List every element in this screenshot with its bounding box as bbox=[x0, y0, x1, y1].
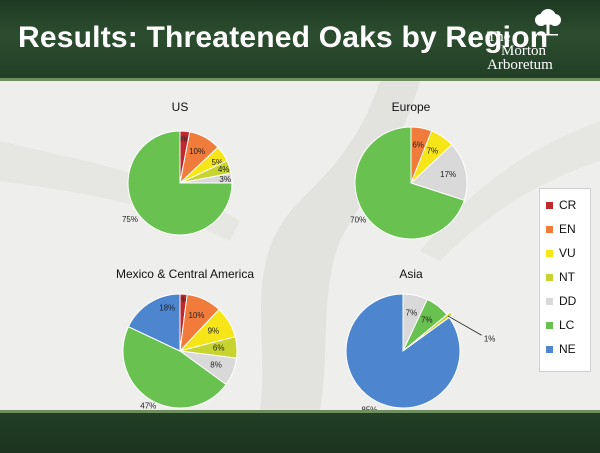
legend-swatch bbox=[546, 297, 553, 305]
legend-item-ne: NE bbox=[546, 341, 576, 357]
slide-title: Results: Threatened Oaks by Region bbox=[18, 21, 549, 54]
legend-label: LC bbox=[559, 318, 575, 332]
logo-text-the: The bbox=[487, 29, 511, 45]
legend-item-dd: DD bbox=[546, 293, 576, 309]
data-label: 7% bbox=[421, 315, 433, 324]
legend-label: CR bbox=[559, 198, 577, 212]
data-label: 2% bbox=[177, 295, 189, 304]
chart-title: Europe bbox=[392, 100, 431, 114]
legend: CR EN VU NT DD LC NE bbox=[539, 188, 591, 372]
legend-label: NE bbox=[559, 342, 576, 356]
legend-item-lc: LC bbox=[546, 317, 574, 333]
logo-text-arboretum: Arboretum bbox=[487, 57, 553, 73]
footer-banner bbox=[0, 410, 600, 453]
pie-chart-2: Mexico & Central America 2% 10% 9% 6% 8% 47% 18… bbox=[116, 267, 254, 410]
legend-item-vu: VU bbox=[546, 245, 576, 261]
data-label: 5% bbox=[211, 158, 223, 167]
logo-wordmark: The Morton Arboretum bbox=[487, 29, 595, 73]
legend-swatch bbox=[546, 225, 553, 233]
legend-label: NT bbox=[559, 270, 575, 284]
pie-chart-1: Europe 6%7% 17% 70% bbox=[350, 100, 468, 240]
data-label: 9% bbox=[208, 326, 220, 335]
data-label: 7% bbox=[406, 308, 418, 317]
pie-chart-0: US3%10%5%4%3%75% bbox=[122, 100, 233, 236]
header-banner: Results: Threatened Oaks by Region The M… bbox=[0, 0, 600, 81]
data-label: 47% bbox=[140, 401, 156, 410]
legend-item-cr: CR bbox=[546, 197, 576, 213]
legend-label: DD bbox=[559, 294, 577, 308]
chart-title: Asia bbox=[399, 267, 423, 281]
data-label: 7% bbox=[427, 147, 439, 156]
data-label: 18% bbox=[159, 303, 175, 312]
legend-swatch bbox=[546, 321, 553, 329]
data-label: 75% bbox=[122, 215, 138, 224]
data-label: 6% bbox=[213, 344, 225, 353]
data-label: 8% bbox=[210, 360, 222, 369]
chart-title: Mexico & Central America bbox=[116, 267, 254, 281]
data-label: 10% bbox=[189, 147, 205, 156]
legend-label: EN bbox=[559, 222, 576, 236]
pie-slice-lc bbox=[127, 130, 233, 236]
chart-title: US bbox=[172, 100, 189, 114]
data-label: 6% bbox=[412, 141, 424, 150]
pie-slice-ne bbox=[345, 293, 461, 409]
pie-slice-ne bbox=[127, 293, 181, 352]
pie-slice-lc bbox=[122, 326, 227, 409]
data-label: 10% bbox=[188, 311, 204, 320]
pie-slice-nt bbox=[405, 311, 453, 349]
legend-swatch bbox=[546, 201, 553, 209]
legend-swatch bbox=[546, 345, 553, 353]
legend-label: VU bbox=[559, 246, 576, 260]
data-label: 3% bbox=[178, 135, 190, 144]
tree-logo-icon bbox=[535, 9, 561, 36]
data-label: 4% bbox=[218, 165, 230, 174]
data-label: 70% bbox=[350, 215, 366, 224]
data-label: 3% bbox=[219, 175, 231, 184]
legend-swatch bbox=[546, 249, 553, 257]
pie-slice-lc bbox=[354, 126, 465, 240]
legend-item-nt: NT bbox=[546, 269, 575, 285]
legend-item-en: EN bbox=[546, 221, 576, 237]
legend-swatch bbox=[546, 273, 553, 281]
data-label: 17% bbox=[440, 170, 456, 179]
data-label: 1% bbox=[484, 334, 496, 343]
logo-text-morton: Morton bbox=[501, 43, 546, 59]
pie-slice-dd bbox=[410, 143, 468, 201]
leader-line bbox=[447, 315, 482, 336]
